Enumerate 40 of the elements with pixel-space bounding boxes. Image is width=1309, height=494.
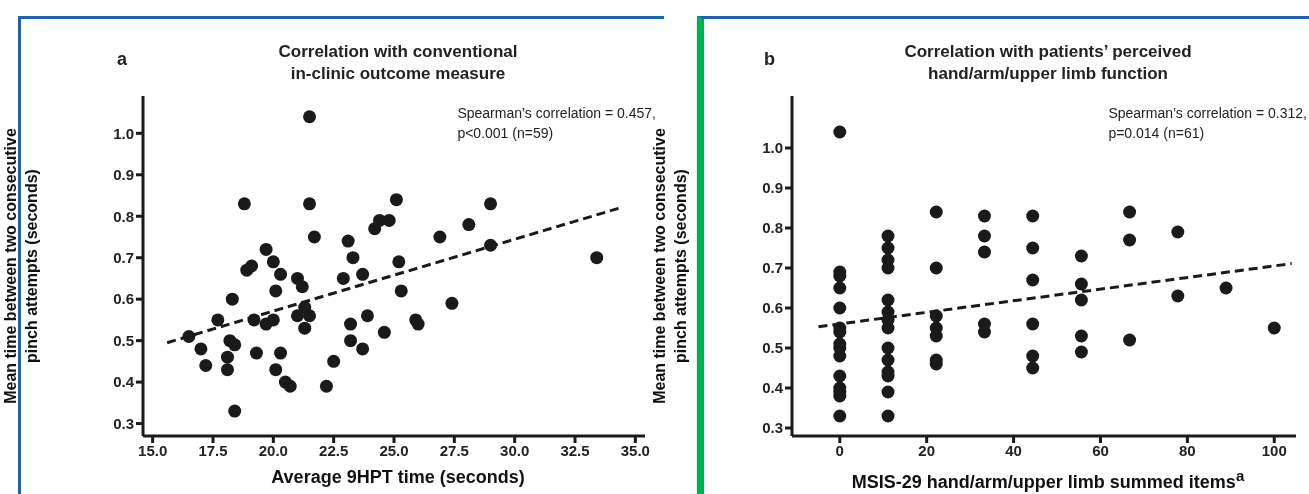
y-tick-label: 0.6	[113, 290, 134, 308]
x-tick-label: 35.0	[620, 441, 650, 459]
x-tick-label: 27.5	[439, 441, 469, 459]
y-tick-label: 0.4	[762, 379, 784, 397]
y-tick-label: 0.9	[762, 179, 783, 197]
annotation: Spearman’s correlation = 0.457, p<0.001 (n=59)	[457, 104, 656, 141]
x-tick-label: 60	[1092, 441, 1109, 459]
chart-title: Correlation with patients’ perceived hand/arm/upper limb function	[903, 41, 1193, 85]
y-tick-label: 0.7	[762, 259, 783, 277]
x-tick-label: 100	[1261, 441, 1287, 459]
x-tick-label: 20.0	[258, 441, 288, 459]
y-tick-label: 0.4	[113, 373, 135, 391]
x-tick-label: 30.0	[500, 441, 530, 459]
x-tick-label: 40	[1005, 441, 1022, 459]
y-tick-label: 0.9	[113, 166, 134, 184]
y-tick-label: 0.8	[113, 207, 134, 225]
y-tick-label: 0.8	[762, 219, 783, 237]
annotation: Spearman’s correlation = 0.312, p=0.014 (n=61)	[1108, 104, 1307, 143]
y-tick-label: 0.3	[762, 419, 783, 437]
y-tick-label: 0.7	[113, 249, 134, 267]
y-tick-label: 0.5	[113, 331, 134, 349]
y-tick-label: 0.5	[762, 339, 783, 357]
y-tick-label: 1.0	[113, 124, 134, 142]
text: b	[764, 49, 775, 70]
x-tick-label: 25.0	[379, 441, 409, 459]
x-tick-label: 0	[835, 441, 844, 459]
x-tick-label: 80	[1179, 441, 1196, 459]
x-axis-title: MSIS-29 hand/arm/upper limb summed items$^{a}$	[850, 467, 1246, 493]
y-tick-label: 0.3	[113, 414, 134, 432]
x-axis-title: Average 9HPT time (seconds)	[270, 467, 526, 488]
x-tick-label: 20	[918, 441, 936, 459]
y-tick-label: 0.6	[762, 299, 783, 317]
x-tick-label: 17.5	[198, 441, 228, 459]
text: a	[117, 49, 128, 70]
y-tick-label: 1.0	[762, 139, 783, 157]
x-tick-label: 15.0	[138, 441, 168, 459]
chart-title: Correlation with conventional in-clinic outcome measure	[277, 41, 519, 85]
x-tick-label: 32.5	[560, 441, 590, 459]
x-tick-label: 22.5	[319, 441, 349, 459]
y-axis-title: Mean time between two consecutive pinch attempts (seconds)	[1, 127, 41, 406]
